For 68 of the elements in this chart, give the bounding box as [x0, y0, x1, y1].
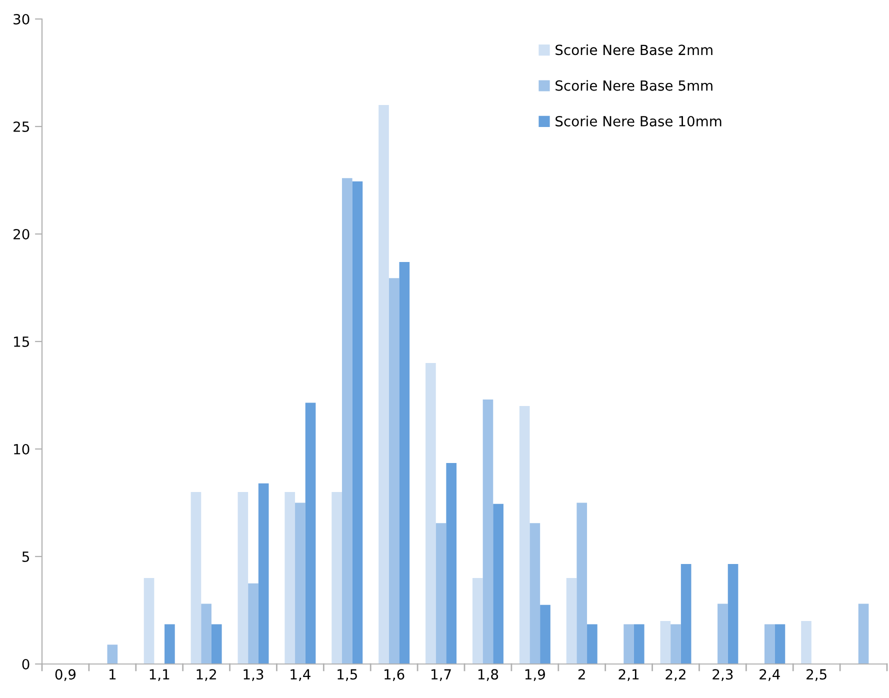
y-tick-label: 5	[22, 552, 29, 562]
bar	[576, 502, 588, 664]
bar	[446, 462, 457, 664]
bar	[107, 644, 118, 664]
bar	[295, 502, 306, 664]
bar	[858, 604, 869, 664]
bar	[190, 492, 202, 664]
x-tick-label: 2	[578, 669, 585, 680]
legend-label: Scorie Nere Base 5mm	[556, 80, 712, 91]
y-tick-label: 10	[14, 444, 30, 454]
x-tick-label: 0,9	[55, 669, 76, 682]
bar	[284, 492, 296, 664]
x-tick-label: 1,6	[384, 669, 404, 682]
bar	[670, 624, 681, 664]
bar	[201, 604, 212, 664]
bar	[248, 583, 258, 664]
bar	[258, 483, 269, 664]
y-tick-label: 30	[14, 14, 30, 24]
x-tick-label: 1,5	[338, 669, 357, 682]
bar	[680, 564, 692, 664]
x-tick-label: 1,9	[525, 669, 545, 682]
x-tick-label: 2,2	[666, 669, 686, 682]
bar	[660, 621, 671, 664]
bar	[426, 363, 436, 664]
bar	[718, 604, 728, 664]
x-tick-label: 1,1	[150, 669, 170, 682]
bar	[587, 624, 598, 664]
bar	[388, 278, 400, 664]
x-tick-label: 2,4	[760, 669, 780, 682]
x-tick-label: 1,2	[196, 669, 216, 682]
bar	[378, 105, 389, 664]
bar	[472, 578, 483, 664]
legend-label: Scorie Nere Base 10mm	[556, 116, 722, 126]
x-tick-label: 2,5	[806, 669, 826, 682]
bar	[332, 492, 342, 664]
bar	[482, 400, 494, 664]
bar	[342, 178, 352, 664]
x-tick-label: 1,4	[290, 669, 310, 682]
bar	[305, 402, 316, 664]
y-tick-label: 15	[14, 336, 29, 347]
bar	[566, 578, 577, 664]
bar	[399, 262, 410, 664]
x-tick-label: 1,3	[244, 669, 264, 682]
y-tick-label: 25	[14, 121, 29, 132]
bar	[624, 624, 634, 664]
bar	[519, 406, 530, 664]
bar	[238, 492, 248, 664]
bar	[164, 624, 175, 664]
bar	[211, 624, 222, 664]
x-tick-label: 2,3	[712, 669, 733, 682]
x-tick-label: 1,7	[432, 669, 451, 682]
x-tick-label: 1,8	[478, 669, 498, 682]
bar	[634, 624, 644, 664]
bar	[144, 578, 154, 664]
x-tick-label: 1	[110, 669, 116, 680]
bar	[493, 504, 504, 664]
y-tick-label: 0	[22, 658, 30, 670]
bar	[764, 624, 775, 664]
bar	[801, 621, 812, 664]
legend-label: Scorie Nere Base 2mm	[556, 44, 712, 56]
bar	[352, 181, 363, 664]
bar	[540, 604, 550, 664]
bar	[728, 564, 738, 664]
y-tick-label: 20	[14, 228, 30, 240]
bar	[774, 624, 786, 664]
x-tick-label: 2,1	[618, 669, 639, 682]
bar	[436, 523, 446, 664]
bar	[530, 523, 540, 664]
